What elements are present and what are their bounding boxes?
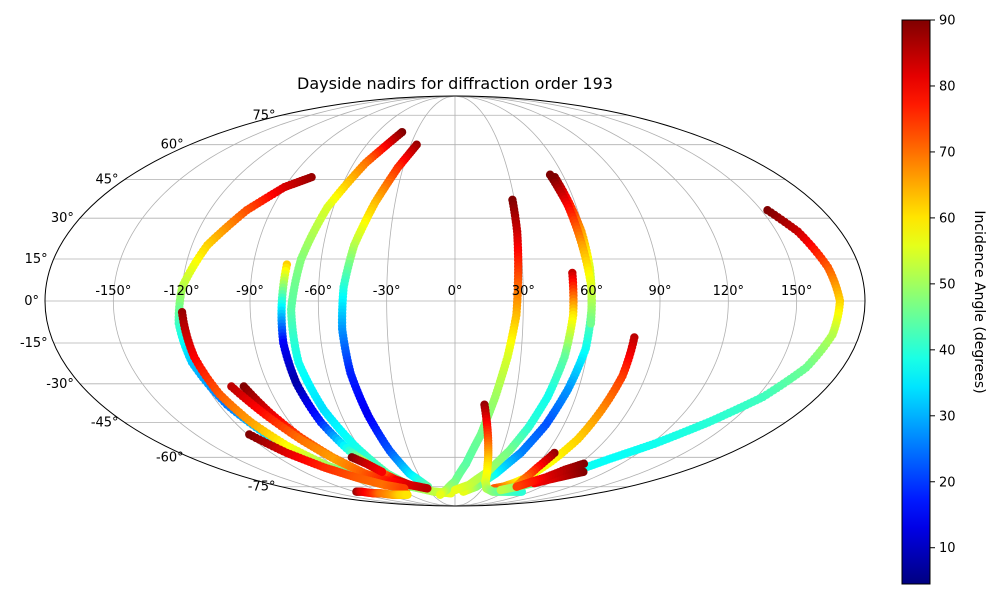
lon-tick-label: -30° bbox=[373, 284, 401, 299]
colorbar-tick-label: 40 bbox=[939, 343, 956, 358]
graticule bbox=[45, 95, 865, 507]
mollweide-map: -150° -120° -90° -60° -30° 0° 30° 60° 90° 120° 150… bbox=[20, 95, 866, 507]
colorbar-tick-label: 80 bbox=[939, 79, 956, 94]
lon-tick-label: 90° bbox=[648, 284, 671, 299]
colorbar-tick-label: 70 bbox=[939, 145, 956, 160]
colorbar-ticks: 10 20 30 40 50 60 70 80 90 bbox=[930, 14, 956, 556]
scatter-point bbox=[400, 484, 409, 493]
scatter-point bbox=[586, 319, 596, 328]
lat-tick-label: 60° bbox=[161, 138, 184, 153]
scatter-point bbox=[435, 490, 445, 500]
colorbar-tick-label: 10 bbox=[939, 541, 956, 556]
colorbar-tick-label: 90 bbox=[939, 14, 956, 29]
colorbar: 10 20 30 40 50 60 70 80 90 Incidence Angle (degr… bbox=[901, 14, 987, 585]
lon-tick-label: -150° bbox=[95, 284, 131, 299]
scatter-point bbox=[512, 482, 521, 491]
colorbar-scale bbox=[901, 19, 931, 585]
lat-tick-label: 45° bbox=[96, 173, 119, 188]
lon-tick-label: -120° bbox=[164, 284, 200, 299]
scatter-point bbox=[423, 484, 432, 493]
lat-tick-label: -60° bbox=[156, 450, 184, 465]
lon-tick-label: 60° bbox=[580, 284, 603, 299]
scatter-point bbox=[450, 485, 460, 495]
lon-tick-label: 120° bbox=[713, 284, 744, 299]
colorbar-tick-label: 30 bbox=[939, 409, 956, 424]
colorbar-label: Incidence Angle (degrees) bbox=[971, 210, 987, 393]
colorbar-tick-label: 20 bbox=[939, 475, 956, 490]
scatter-points bbox=[174, 127, 845, 500]
lat-tick-label: 30° bbox=[51, 211, 74, 226]
lon-tick-label: 150° bbox=[781, 284, 812, 299]
lat-tick-label: 75° bbox=[252, 108, 275, 123]
lat-tick-label: -15° bbox=[20, 336, 48, 351]
chart-title: Dayside nadirs for diffraction order 193 bbox=[297, 74, 613, 93]
lon-tick-label: -90° bbox=[236, 284, 264, 299]
lon-tick-label: 30° bbox=[512, 284, 535, 299]
lat-tick-label: 15° bbox=[25, 252, 48, 267]
scatter-point bbox=[377, 467, 387, 477]
lat-tick-label: 0° bbox=[24, 294, 39, 309]
lat-tick-label: -45° bbox=[91, 415, 119, 430]
lat-tick-label: -30° bbox=[46, 377, 74, 392]
lon-tick-label: -60° bbox=[304, 284, 332, 299]
map-boundary bbox=[44, 95, 866, 507]
lon-tick-label: 0° bbox=[448, 284, 463, 299]
colorbar-tick-label: 50 bbox=[939, 277, 956, 292]
colorbar-tick-label: 60 bbox=[939, 211, 956, 226]
scatter-point bbox=[403, 490, 412, 500]
lat-tick-label: -75° bbox=[248, 480, 276, 495]
scatter-point bbox=[496, 485, 505, 495]
